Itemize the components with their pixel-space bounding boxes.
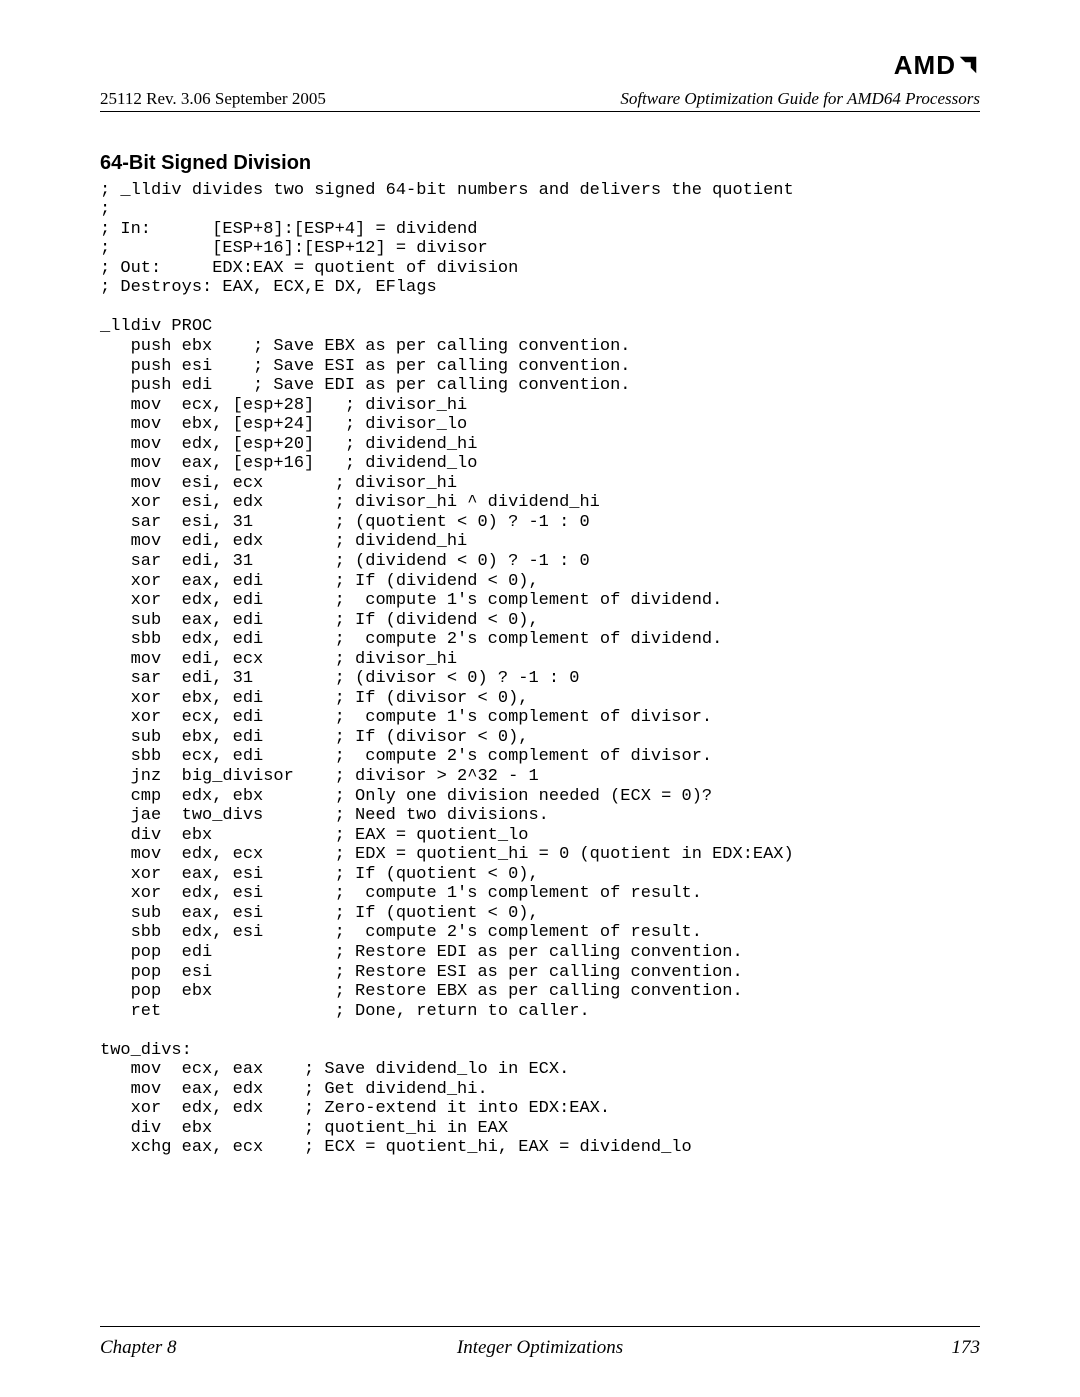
header-right: Software Optimization Guide for AMD64 Pr… <box>620 89 980 109</box>
page: AMD 25112 Rev. 3.06 September 2005 Softw… <box>0 0 1080 1397</box>
footer-center: Integer Optimizations <box>100 1337 980 1359</box>
header-rule <box>100 111 980 112</box>
brand-logo: AMD <box>100 50 980 83</box>
brand-logo-text: AMD <box>894 50 956 80</box>
footer-rule <box>100 1326 980 1327</box>
header-left: 25112 Rev. 3.06 September 2005 <box>100 89 326 109</box>
brand-logo-icon <box>956 52 980 83</box>
footer-right: 173 <box>952 1337 981 1359</box>
footer-left: Chapter 8 <box>100 1337 177 1359</box>
section-heading: 64-Bit Signed Division <box>100 152 980 175</box>
running-footer: Chapter 8 Integer Optimizations 173 <box>100 1337 980 1359</box>
running-header: 25112 Rev. 3.06 September 2005 Software … <box>100 89 980 109</box>
code-listing: ; _lldiv divides two signed 64-bit numbe… <box>100 181 980 1158</box>
